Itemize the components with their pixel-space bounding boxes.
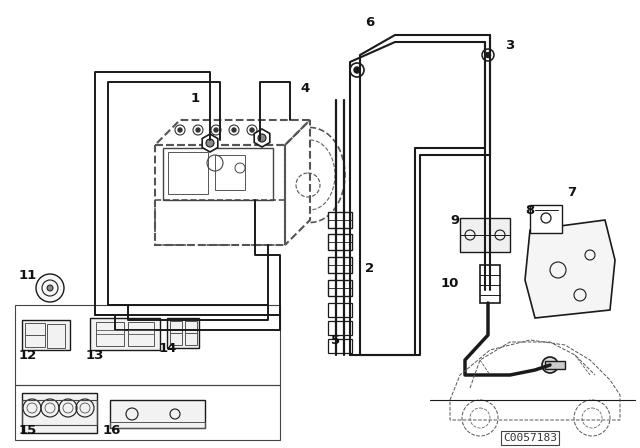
Bar xyxy=(328,339,352,353)
Text: 9: 9 xyxy=(451,214,460,227)
Circle shape xyxy=(542,357,558,373)
Text: 2: 2 xyxy=(365,262,374,275)
Bar xyxy=(545,361,565,369)
Text: 4: 4 xyxy=(300,82,310,95)
Circle shape xyxy=(206,139,214,147)
Bar xyxy=(328,234,352,250)
Polygon shape xyxy=(525,220,615,318)
Bar xyxy=(328,212,352,228)
Bar xyxy=(90,318,160,350)
Text: 5: 5 xyxy=(332,333,340,346)
Text: 6: 6 xyxy=(365,16,374,29)
Bar xyxy=(328,280,352,296)
Bar xyxy=(96,322,124,346)
Bar xyxy=(167,318,199,348)
Bar xyxy=(163,148,273,200)
Bar xyxy=(170,321,182,333)
Bar xyxy=(480,265,500,303)
Bar xyxy=(530,205,562,233)
Bar xyxy=(170,333,182,345)
Text: 13: 13 xyxy=(86,349,104,362)
Circle shape xyxy=(350,63,364,77)
Text: 11: 11 xyxy=(19,268,37,281)
Bar xyxy=(110,400,205,428)
Bar xyxy=(328,321,352,335)
Circle shape xyxy=(250,128,254,132)
Text: 7: 7 xyxy=(568,185,577,198)
Text: 16: 16 xyxy=(103,423,121,436)
Bar xyxy=(25,323,45,335)
Bar xyxy=(185,333,197,345)
Bar xyxy=(22,400,97,425)
Text: C0057183: C0057183 xyxy=(503,433,557,443)
Text: 14: 14 xyxy=(159,341,177,354)
Bar xyxy=(47,324,65,348)
Bar xyxy=(168,152,208,194)
Text: 1: 1 xyxy=(191,91,200,104)
Bar xyxy=(155,200,285,245)
Circle shape xyxy=(258,134,266,142)
Text: 15: 15 xyxy=(19,423,37,436)
Bar xyxy=(25,335,45,347)
Text: 10: 10 xyxy=(441,276,459,289)
Bar xyxy=(15,305,280,385)
Circle shape xyxy=(178,128,182,132)
Bar xyxy=(22,320,70,350)
Bar xyxy=(110,422,205,428)
Circle shape xyxy=(36,274,64,302)
Circle shape xyxy=(214,128,218,132)
Circle shape xyxy=(486,52,490,57)
Circle shape xyxy=(354,67,360,73)
Circle shape xyxy=(232,128,236,132)
Polygon shape xyxy=(460,218,510,252)
Circle shape xyxy=(482,49,494,61)
Bar xyxy=(185,321,197,333)
Text: 12: 12 xyxy=(19,349,37,362)
Bar xyxy=(128,322,154,346)
Bar xyxy=(328,257,352,273)
Text: 3: 3 xyxy=(506,39,515,52)
Circle shape xyxy=(47,285,53,291)
Text: 8: 8 xyxy=(525,203,534,216)
Bar xyxy=(22,393,97,433)
Bar xyxy=(155,145,285,245)
Circle shape xyxy=(196,128,200,132)
Bar xyxy=(215,155,245,190)
Bar xyxy=(15,385,280,440)
Bar xyxy=(328,303,352,317)
